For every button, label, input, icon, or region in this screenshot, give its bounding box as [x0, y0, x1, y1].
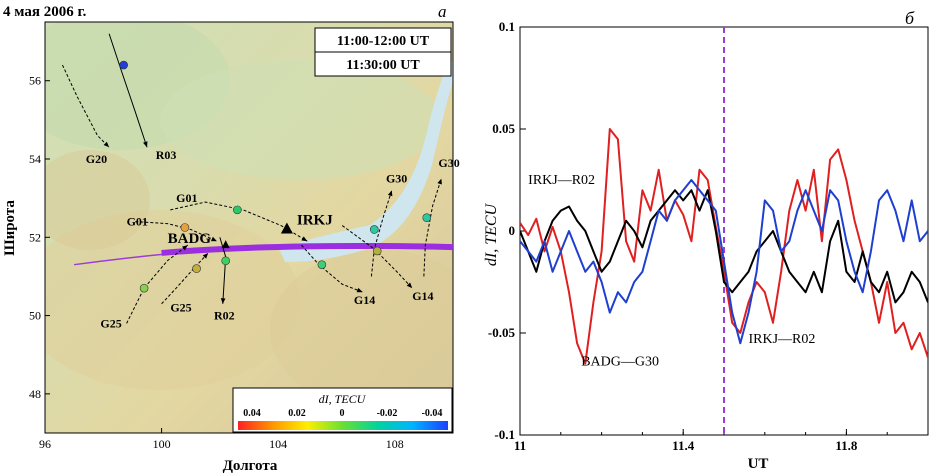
plot-data-layer [520, 27, 928, 435]
track-g25 [126, 244, 189, 324]
map-y-tick-label: 50 [29, 309, 41, 323]
map-relief [45, 22, 453, 410]
map-y-tick-label: 56 [29, 74, 41, 88]
ionospheric-point-marker [372, 246, 382, 256]
series-label: BADG—G30 [581, 355, 659, 370]
map-panel-letter: а [438, 2, 447, 21]
track-arrowhead [406, 282, 413, 289]
plot-x-tick-label: 11 [514, 438, 526, 453]
track-g30 [423, 178, 442, 277]
map-date-title: 4 мая 2006 г. [3, 4, 87, 20]
colorbar-ticks: 0.04 0.02 0 -0.02 -0.04 [243, 408, 442, 419]
track-label: G25 [170, 301, 191, 315]
track-g25 [161, 252, 209, 305]
map-x-label: Долгота [223, 458, 278, 474]
colorbar-tick-label: -0.04 [422, 408, 443, 419]
plot-y-label: dI, TECU [483, 202, 500, 266]
track-arrowhead [210, 236, 217, 242]
track-g14 [341, 225, 413, 289]
track-label: G25 [100, 316, 121, 330]
track-g14 [301, 244, 363, 293]
ionospheric-point-marker [422, 213, 432, 223]
map-y-tick-label: 54 [29, 152, 41, 166]
series-label: IRKJ—R02 [748, 332, 815, 347]
track-label: G14 [412, 289, 433, 303]
series-labels: BADG—G30 IRKJ—R02 IRKJ—R02 [528, 173, 815, 370]
map-panel: R03 G20 G01 G01 G30 G30 G14 G14 G25 G25 R02 IRKJ BAD… [2, 2, 460, 474]
track-label: G01 [176, 191, 197, 205]
map-x-tick-label: 108 [386, 437, 404, 451]
track-label: G30 [438, 156, 459, 170]
track-label: R02 [214, 308, 235, 322]
time-instant-label: 11:30:00 UT [346, 58, 420, 73]
track-label: G30 [386, 171, 407, 185]
track-arrowhead [103, 141, 110, 148]
track-arrowhead [437, 178, 442, 185]
plot-y-tick-label: 0 [509, 223, 516, 238]
map-y-tick-label: 52 [29, 230, 41, 244]
colorbar: dI, TECU 0.04 0.02 0 -0.02 -0.04 [232, 387, 453, 433]
colorbar-label: dI, TECU [319, 392, 367, 406]
plot-y-tick-label: -0.1 [494, 427, 515, 442]
ionospheric-point-marker [192, 264, 201, 273]
track-arrowhead [202, 252, 209, 259]
station-irkj-label: IRKJ [297, 212, 333, 228]
track-arrowhead [181, 245, 188, 251]
track-r03 [108, 33, 148, 148]
track-g01 [135, 221, 218, 242]
track-label: G20 [86, 152, 107, 166]
track-label: G01 [127, 215, 148, 229]
plot-x-tick-label: 11.8 [835, 438, 858, 453]
ionospheric-point-marker [119, 60, 128, 70]
ionospheric-point-marker [180, 223, 190, 232]
colorbar-gradient [238, 421, 448, 430]
ionospheric-point-marker [317, 260, 327, 269]
track-arrowhead [356, 287, 363, 293]
track-arrowhead [220, 298, 226, 304]
colorbar-tick-label: 0.02 [288, 408, 306, 419]
plot-y-tick-label: 0.1 [499, 19, 515, 34]
map-x-tick-label: 100 [153, 437, 171, 451]
station-badg-marker [221, 240, 230, 249]
track-label: G14 [354, 293, 375, 307]
station-badg-label: BADG [168, 231, 212, 247]
plot-axes: 11 11.4 11.8 -0.1 -0.05 0 0.05 0.1 [488, 19, 929, 453]
plot-x-tick-label: 11.4 [672, 438, 695, 453]
track-arrowhead [387, 190, 393, 197]
map-x-tick-label: 104 [269, 437, 287, 451]
colorbar-tick-label: 0 [340, 408, 345, 419]
time-instant-box [314, 51, 452, 77]
ionospheric-point-marker [233, 205, 242, 215]
plot-x-label: UT [748, 456, 769, 472]
time-range-label: 11:00-12:00 UT [337, 34, 430, 49]
track-arrowhead [301, 236, 308, 242]
plot-panel-letter: б [905, 8, 915, 28]
colorbar-tick-label: 0.04 [243, 408, 261, 419]
map-y-tick-label: 48 [29, 387, 41, 401]
series-line-0 [520, 128, 928, 365]
ionospheric-point-marker [221, 256, 230, 266]
map-y-label: Широта [2, 200, 18, 256]
lake-baikal [280, 60, 453, 262]
line-chart-panel: 11 11.4 11.8 -0.1 -0.05 0 0.05 0.1 BADG—G30 IRKJ… [483, 8, 929, 472]
ionospheric-point-marker [139, 283, 149, 293]
track-arrowhead [143, 141, 148, 148]
series-label: IRKJ—R02 [528, 173, 595, 188]
ionospheric-point-marker [370, 225, 379, 234]
series-line-2 [520, 179, 928, 345]
colorbar-tick-label: -0.02 [377, 408, 398, 419]
track-g20 [62, 64, 110, 148]
series-line-1 [520, 189, 928, 304]
plot-y-tick-label: 0.05 [492, 121, 515, 136]
thick-front-band [161, 242, 454, 256]
track-label: R03 [156, 148, 177, 162]
map-x-tick-label: 96 [39, 437, 51, 451]
station-irkj-marker [280, 222, 293, 234]
map-axes: 96 100 104 108 48 50 52 54 56 [29, 74, 404, 451]
plot-y-tick-label: -0.05 [488, 325, 516, 340]
map-data-layer: R03 G20 G01 G01 G30 G30 G14 G14 G25 G25 R02 IRKJ BAD… [62, 33, 460, 330]
